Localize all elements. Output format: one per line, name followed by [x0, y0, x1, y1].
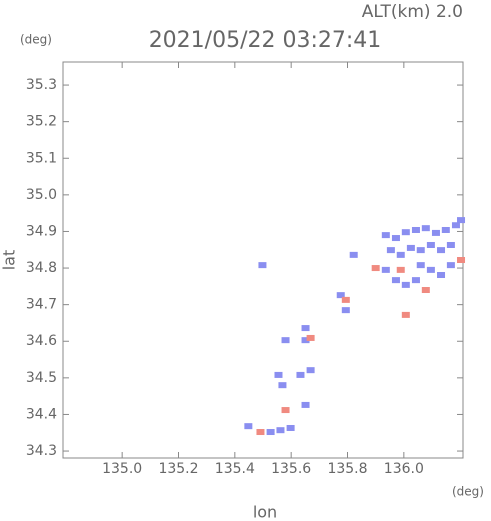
radar-echo — [396, 266, 405, 273]
radar-echo — [341, 307, 350, 314]
radar-echo — [457, 217, 466, 224]
radar-echo — [406, 244, 415, 251]
chart-title: 2021/05/22 03:27:41 — [149, 28, 382, 53]
radar-echo — [437, 247, 446, 254]
x-tick-label: 135.2 — [158, 461, 198, 477]
radar-echo — [401, 229, 410, 236]
y-tick-label: 35.2 — [26, 114, 57, 130]
annotation: ALT(km) 2.0 — [362, 2, 463, 22]
y-tick-label: 34.4 — [26, 406, 57, 422]
radar-echo — [274, 371, 283, 378]
radar-echo — [426, 241, 435, 248]
radar-echo — [411, 277, 420, 284]
y-tick-label: 34.3 — [26, 443, 57, 459]
x-tick-label: 135.0 — [102, 461, 142, 477]
radar-echo — [371, 265, 380, 272]
radar-echo — [381, 266, 390, 273]
y-axis-label: lat — [0, 250, 19, 271]
x-tick-label: 135.6 — [271, 461, 311, 477]
x-tick-label: 135.8 — [327, 461, 367, 477]
radar-echo — [296, 371, 305, 378]
radar-echo — [301, 337, 310, 344]
radar-echo — [256, 429, 265, 436]
x-tick-label: 135.4 — [215, 461, 255, 477]
radar-echo — [411, 226, 420, 233]
radar-echo — [306, 367, 315, 374]
radar-echo — [281, 337, 290, 344]
radar-echo — [386, 247, 395, 254]
radar-echo — [341, 296, 350, 303]
radar-echo — [441, 226, 450, 233]
y-tick-label: 34.7 — [26, 297, 57, 313]
radar-echo — [416, 262, 425, 269]
radar-echo — [276, 427, 285, 434]
radar-echo — [401, 311, 410, 318]
radar-echo — [258, 262, 267, 269]
radar-echo — [349, 251, 358, 258]
y-tick-label: 34.5 — [26, 370, 57, 386]
y-tick-label: 34.9 — [26, 223, 57, 239]
radar-echo — [336, 292, 345, 299]
x-axis-label: lon — [253, 503, 277, 521]
radar-echo — [401, 281, 410, 288]
radar-echo — [391, 235, 400, 242]
radar-echo — [281, 407, 290, 414]
radar-echo — [437, 272, 446, 279]
radar-echo — [301, 401, 310, 408]
radar-echo — [381, 232, 390, 239]
radar-echo — [426, 266, 435, 273]
y-tick-label: 34.8 — [26, 260, 57, 276]
radar-echo — [244, 423, 253, 430]
radar-echo — [431, 229, 440, 236]
radar-echo — [446, 262, 455, 269]
radar-echo — [391, 277, 400, 284]
radar-echo — [421, 225, 430, 232]
radar-echo — [416, 247, 425, 254]
y-tick-label: 35.1 — [26, 150, 57, 166]
radar-echo — [266, 429, 275, 436]
plot-frame — [62, 61, 464, 459]
y-tick-label: 34.6 — [26, 333, 57, 349]
radar-echo — [286, 424, 295, 431]
radar-echo — [446, 241, 455, 248]
y-tick-label: 35.0 — [26, 187, 57, 203]
radar-echo — [301, 325, 310, 332]
radar-echo — [457, 257, 466, 263]
radar-echo — [306, 334, 315, 341]
y-tick-label: 35.3 — [26, 77, 57, 93]
x-unit: (deg) — [452, 485, 484, 499]
x-tick-label: 136.0 — [384, 461, 424, 477]
y-unit: (deg) — [20, 33, 52, 47]
radar-echo — [421, 287, 430, 294]
radar-echo — [451, 222, 460, 229]
radar-echo — [278, 382, 287, 389]
radar-echo — [396, 251, 405, 258]
